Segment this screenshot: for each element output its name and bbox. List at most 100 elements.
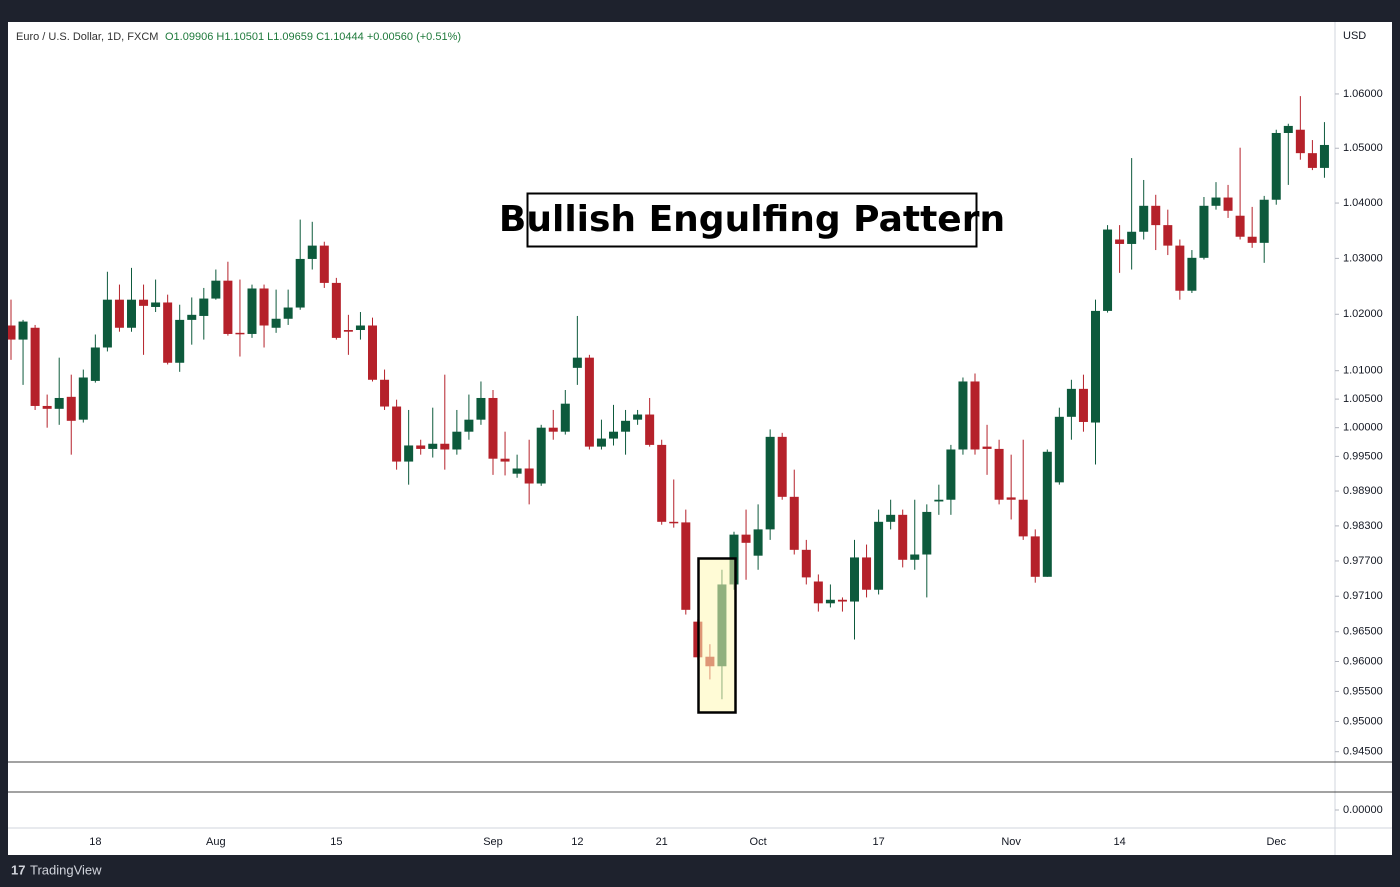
candle-body xyxy=(187,314,197,320)
candle-body xyxy=(1223,197,1233,211)
candle-body xyxy=(753,529,763,556)
candle-body xyxy=(1283,125,1293,133)
candle-body xyxy=(295,258,305,308)
candle-body xyxy=(1199,205,1209,258)
candle-body xyxy=(741,534,751,543)
candle-body xyxy=(1211,197,1221,206)
y-tick-label: 0.97100 xyxy=(1343,590,1383,602)
candle-body xyxy=(247,288,257,334)
candle-body xyxy=(18,321,28,340)
y-tick-label: 0.98300 xyxy=(1343,520,1383,532)
candle-body xyxy=(102,299,112,348)
candle-body xyxy=(560,403,570,432)
candle-body xyxy=(1271,132,1281,200)
candle-body xyxy=(777,436,787,497)
x-tick-label: 18 xyxy=(89,836,101,848)
symbol-title: Euro / U.S. Dollar, 1D, FXCM xyxy=(16,31,158,43)
candle-body xyxy=(934,499,944,502)
candle-body xyxy=(1066,388,1076,417)
x-tick-label: Aug xyxy=(206,836,226,848)
annotation: Bullish Engulfing Pattern xyxy=(499,199,1005,240)
candle-body xyxy=(1091,310,1100,423)
candle-body xyxy=(500,458,510,462)
candle-body xyxy=(54,397,64,409)
candle-body xyxy=(114,299,124,328)
candle-body xyxy=(572,357,582,368)
candle-body xyxy=(1319,144,1329,168)
candle-body xyxy=(596,438,606,447)
y-tick-label: 0.95000 xyxy=(1343,715,1383,727)
candle-body xyxy=(452,431,462,450)
candle-body xyxy=(536,427,546,484)
logo: 17 xyxy=(11,862,25,877)
candle-body xyxy=(380,379,390,407)
candle-body xyxy=(1307,153,1317,168)
candle-body xyxy=(163,302,173,363)
candle-body xyxy=(319,245,329,283)
y-tick-label: 0.96000 xyxy=(1343,655,1383,667)
candle-body xyxy=(910,554,920,560)
candle-body xyxy=(8,325,16,340)
y-tick-label: 1.00000 xyxy=(1343,422,1383,434)
indicator-tick-label: 0.00000 xyxy=(1343,804,1383,816)
chart-area xyxy=(8,22,1392,855)
x-tick-label: 14 xyxy=(1113,836,1125,848)
x-tick-label: Dec xyxy=(1266,836,1286,848)
candle-body xyxy=(271,318,281,328)
y-tick-label: 0.98900 xyxy=(1343,485,1383,497)
candle-body xyxy=(211,280,221,299)
candle-body xyxy=(1163,225,1173,246)
candle-body xyxy=(1247,236,1257,243)
candle-body xyxy=(343,330,353,332)
candle-body xyxy=(681,522,691,610)
candle-body xyxy=(765,436,775,530)
candle-body xyxy=(1139,205,1149,232)
candle-body xyxy=(151,302,161,307)
candle-body xyxy=(609,431,618,439)
candle-body xyxy=(464,419,474,432)
candle-body xyxy=(1054,416,1064,483)
candle-body xyxy=(1259,199,1269,243)
candle-body xyxy=(1103,229,1113,311)
candle-body xyxy=(837,599,847,602)
candle-body xyxy=(922,511,932,555)
candle-body xyxy=(1042,451,1052,577)
y-tick-label: 0.97700 xyxy=(1343,555,1383,567)
x-tick-label: Nov xyxy=(1001,836,1021,848)
annotation-box xyxy=(526,192,978,248)
x-tick-label: 12 xyxy=(571,836,583,848)
candle-body xyxy=(1030,536,1040,577)
candle-body xyxy=(898,514,908,560)
candle-body xyxy=(813,581,823,604)
candle-body xyxy=(440,443,450,450)
ohlc-legend: O1.09906 H1.10501 L1.09659 C1.10444 +0.0… xyxy=(165,31,461,43)
x-tick-label: Oct xyxy=(750,836,767,848)
candle-body xyxy=(994,448,1004,500)
candle-body xyxy=(633,414,643,420)
y-tick-label: 0.94500 xyxy=(1343,746,1383,758)
candle-body xyxy=(1115,239,1125,244)
candle-body xyxy=(584,357,594,447)
candle-body xyxy=(669,521,679,524)
candle-body xyxy=(259,288,269,326)
candle-body xyxy=(307,245,317,259)
highlight-box xyxy=(697,557,737,714)
candle-body xyxy=(1127,231,1137,244)
y-tick-label: 0.96500 xyxy=(1343,626,1383,638)
candle-body xyxy=(1078,388,1088,422)
candle-body xyxy=(548,427,558,432)
candle-body xyxy=(235,332,245,335)
candle-body xyxy=(645,414,655,445)
y-tick-label: 1.02000 xyxy=(1343,308,1383,320)
candle-body xyxy=(982,446,992,449)
candle-body xyxy=(416,445,426,449)
candle-body xyxy=(1175,245,1185,291)
candle-body xyxy=(958,381,968,450)
candle-body xyxy=(1018,499,1028,537)
candle-body xyxy=(476,397,486,420)
candle-body xyxy=(428,443,438,449)
candle-body xyxy=(512,468,522,474)
candle-body xyxy=(970,381,980,450)
y-tick-label: 1.03000 xyxy=(1343,252,1383,264)
